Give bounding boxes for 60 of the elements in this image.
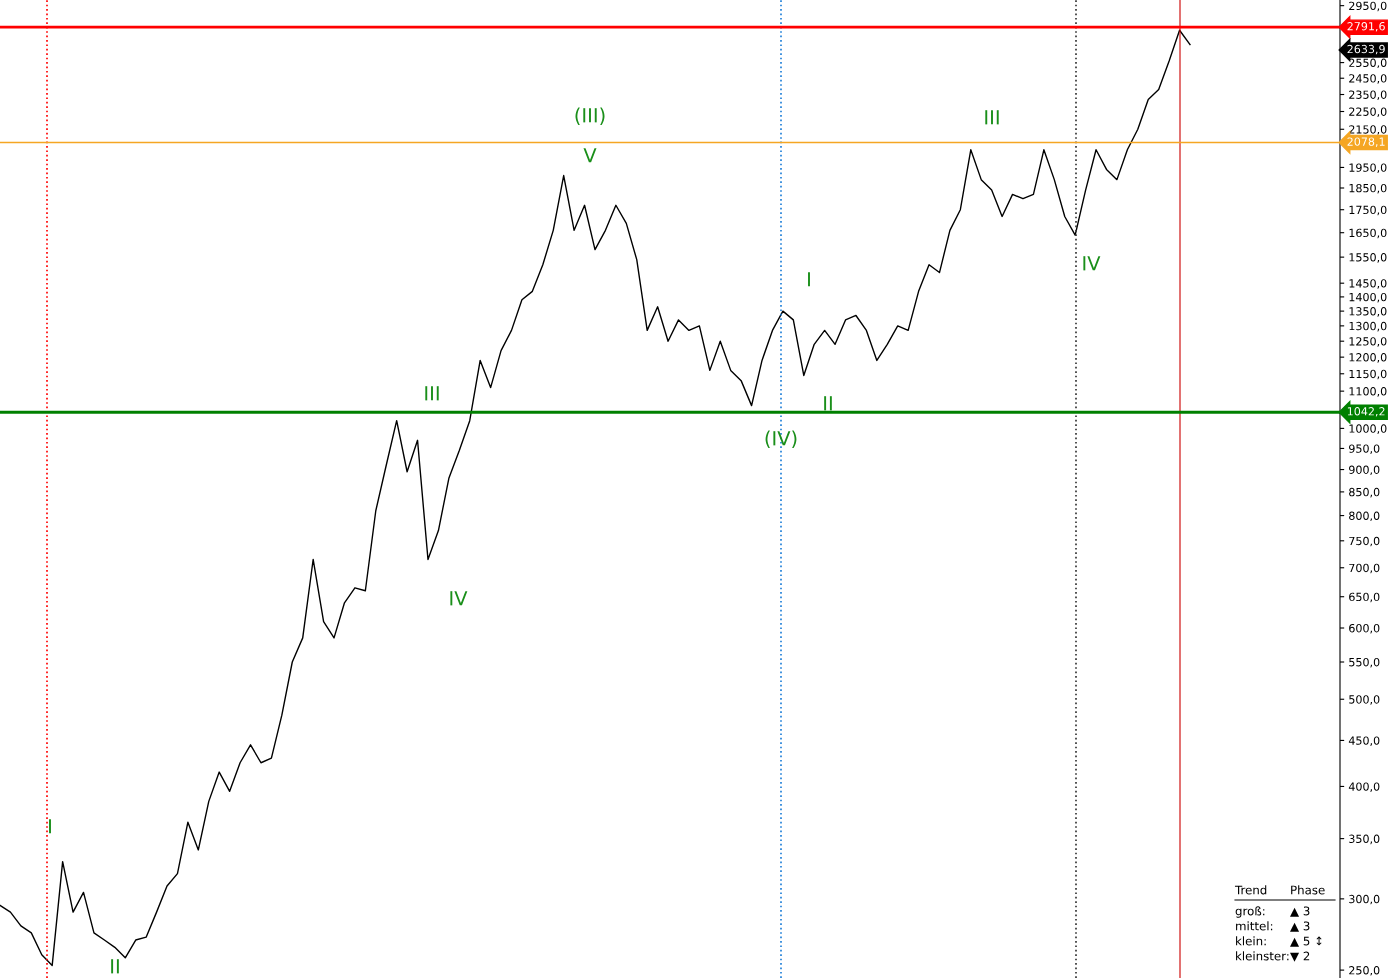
y-tick-label: 400,0 (1348, 782, 1380, 792)
y-tick-label: 900,0 (1349, 465, 1380, 476)
text: Trend (1234, 885, 1267, 895)
y-tick-label: 300,0 (1349, 894, 1380, 905)
y-tick-label: 1650,0 (1349, 228, 1387, 239)
y-tick-label: 350,0 (1349, 834, 1380, 845)
y-tick-label: 1150,0 (1349, 369, 1387, 380)
annotation: III (985, 110, 999, 125)
annotation: (III) (575, 107, 605, 125)
y-tick-label: 1950,0 (1349, 163, 1387, 173)
y-tick-label: 650,0 (1349, 592, 1380, 603)
y-tick-label: 950,0 (1349, 444, 1380, 454)
y-tick-label: 1100,0 (1349, 387, 1387, 397)
annotation: I (808, 272, 810, 287)
y-tick-label: 1850,0 (1349, 183, 1387, 194)
y-tick-label: 2350,0 (1349, 90, 1387, 101)
text: mittel: (1236, 921, 1273, 931)
y-tick-label: 550,0 (1349, 657, 1380, 668)
y-tick-label: 250,0 (1349, 966, 1380, 976)
y-tick-label: 500,0 (1349, 695, 1380, 705)
annotation: (IV) (765, 430, 797, 448)
text: ▲ 3 (1290, 906, 1310, 917)
text: ▼ 2 (1290, 951, 1310, 962)
text: ▲ 5 ↕ (1290, 936, 1322, 947)
y-tick-label: 1450,0 (1349, 279, 1387, 289)
y-tick-label: 600,0 (1349, 623, 1380, 634)
annotation: I (49, 819, 51, 834)
y-tick-label: 750,0 (1349, 536, 1380, 547)
y-tick-label: 1000,0 (1349, 424, 1387, 434)
annotation: II (111, 959, 119, 974)
annotation: IV (1083, 256, 1101, 271)
y-tick-label: 2250,0 (1349, 107, 1387, 118)
y-tick-label: 800,0 (1349, 511, 1380, 522)
annotation: IV (450, 591, 468, 606)
text: ▲ 3 (1290, 921, 1310, 932)
y-tick-label: 700,0 (1349, 563, 1380, 574)
y-tick-label: 2950,0 (1349, 1, 1387, 12)
y-tick-label: 1200,0 (1349, 353, 1387, 363)
y-tick-label: 2550,0 (1349, 58, 1387, 69)
ref-line-label: 1042,2 (1347, 407, 1385, 417)
y-tick-label: 1750,0 (1349, 205, 1387, 216)
y-tick-label: 1400,0 (1349, 292, 1387, 303)
text: Phase (1291, 885, 1325, 895)
y-tick-label: 2450,0 (1349, 74, 1387, 84)
y-tick-label: 2150,0 (1349, 125, 1387, 135)
annotation: V (583, 148, 597, 163)
y-tick-label: 1300,0 (1349, 321, 1387, 332)
y-tick-label: 450,0 (1348, 736, 1380, 746)
annotation: III (425, 386, 439, 401)
text: 2633,9 (1347, 44, 1385, 55)
y-tick-label: 1550,0 (1349, 253, 1387, 263)
text: klein: (1236, 936, 1266, 946)
text: kleinster: (1236, 951, 1289, 961)
text: groß: (1235, 906, 1265, 918)
y-tick-label: 1250,0 (1349, 337, 1387, 347)
ref-line-label: 2791,6 (1347, 22, 1385, 32)
y-tick-label: 1350,0 (1349, 307, 1387, 317)
annotation: II (824, 396, 832, 411)
y-tick-label: 850,0 (1349, 487, 1380, 498)
ref-line-label: 2078,1 (1347, 137, 1385, 147)
